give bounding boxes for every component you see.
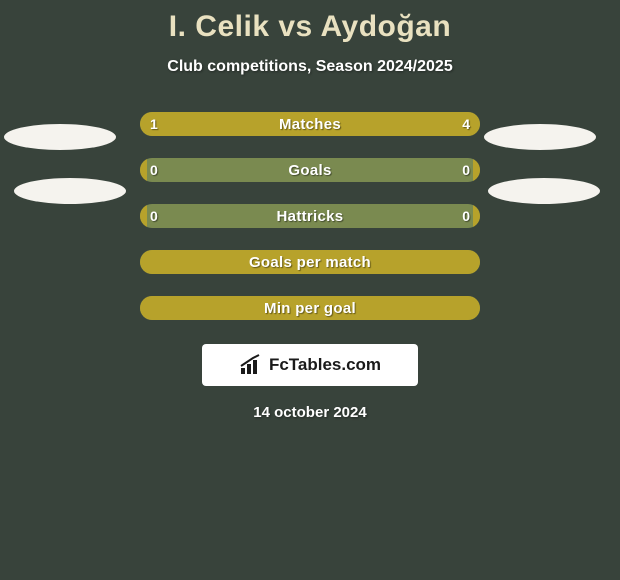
bar-value-right: 4 (462, 112, 470, 136)
bar-label: Matches (140, 112, 480, 136)
content-area: Matches14Goals00Hattricks00Goals per mat… (0, 112, 620, 421)
stat-bar: Goals0 0 (140, 158, 480, 182)
bar-value-left: 0 (150, 158, 158, 182)
player-photo-placeholder (488, 178, 600, 204)
player-left-name: I. Celik (169, 10, 270, 43)
player-photo-placeholder (4, 124, 116, 150)
stat-bar: Matches1 4 (140, 112, 480, 136)
bar-value-left: 0 (150, 204, 158, 228)
comparison-stage: I. Celik vs Aydoğan Club competitions, S… (0, 0, 620, 580)
player-right-name: Aydoğan (320, 10, 451, 43)
stat-bar: Goals per match (140, 250, 480, 274)
subtitle: Club competitions, Season 2024/2025 (0, 58, 620, 76)
stat-bar: Min per goal (140, 296, 480, 320)
comparison-bars: Matches14Goals00Hattricks00Goals per mat… (140, 112, 480, 320)
player-photo-placeholder (484, 124, 596, 150)
bar-label: Hattricks (140, 204, 480, 228)
bar-chart-icon (239, 354, 263, 376)
bar-value-right: 0 (462, 158, 470, 182)
bar-value-left: 1 (150, 112, 158, 136)
player-photo-placeholder (14, 178, 126, 204)
footer-date: 14 october 2024 (0, 404, 620, 421)
vs-separator: vs (278, 10, 312, 43)
bar-label: Min per goal (140, 296, 480, 320)
bar-label: Goals (140, 158, 480, 182)
branding-text: FcTables.com (269, 355, 381, 375)
stat-bar: Hattricks0 0 (140, 204, 480, 228)
bar-label: Goals per match (140, 250, 480, 274)
branding-logo: FcTables.com (202, 344, 418, 386)
page-title: I. Celik vs Aydoğan (0, 0, 620, 44)
bar-value-right: 0 (462, 204, 470, 228)
